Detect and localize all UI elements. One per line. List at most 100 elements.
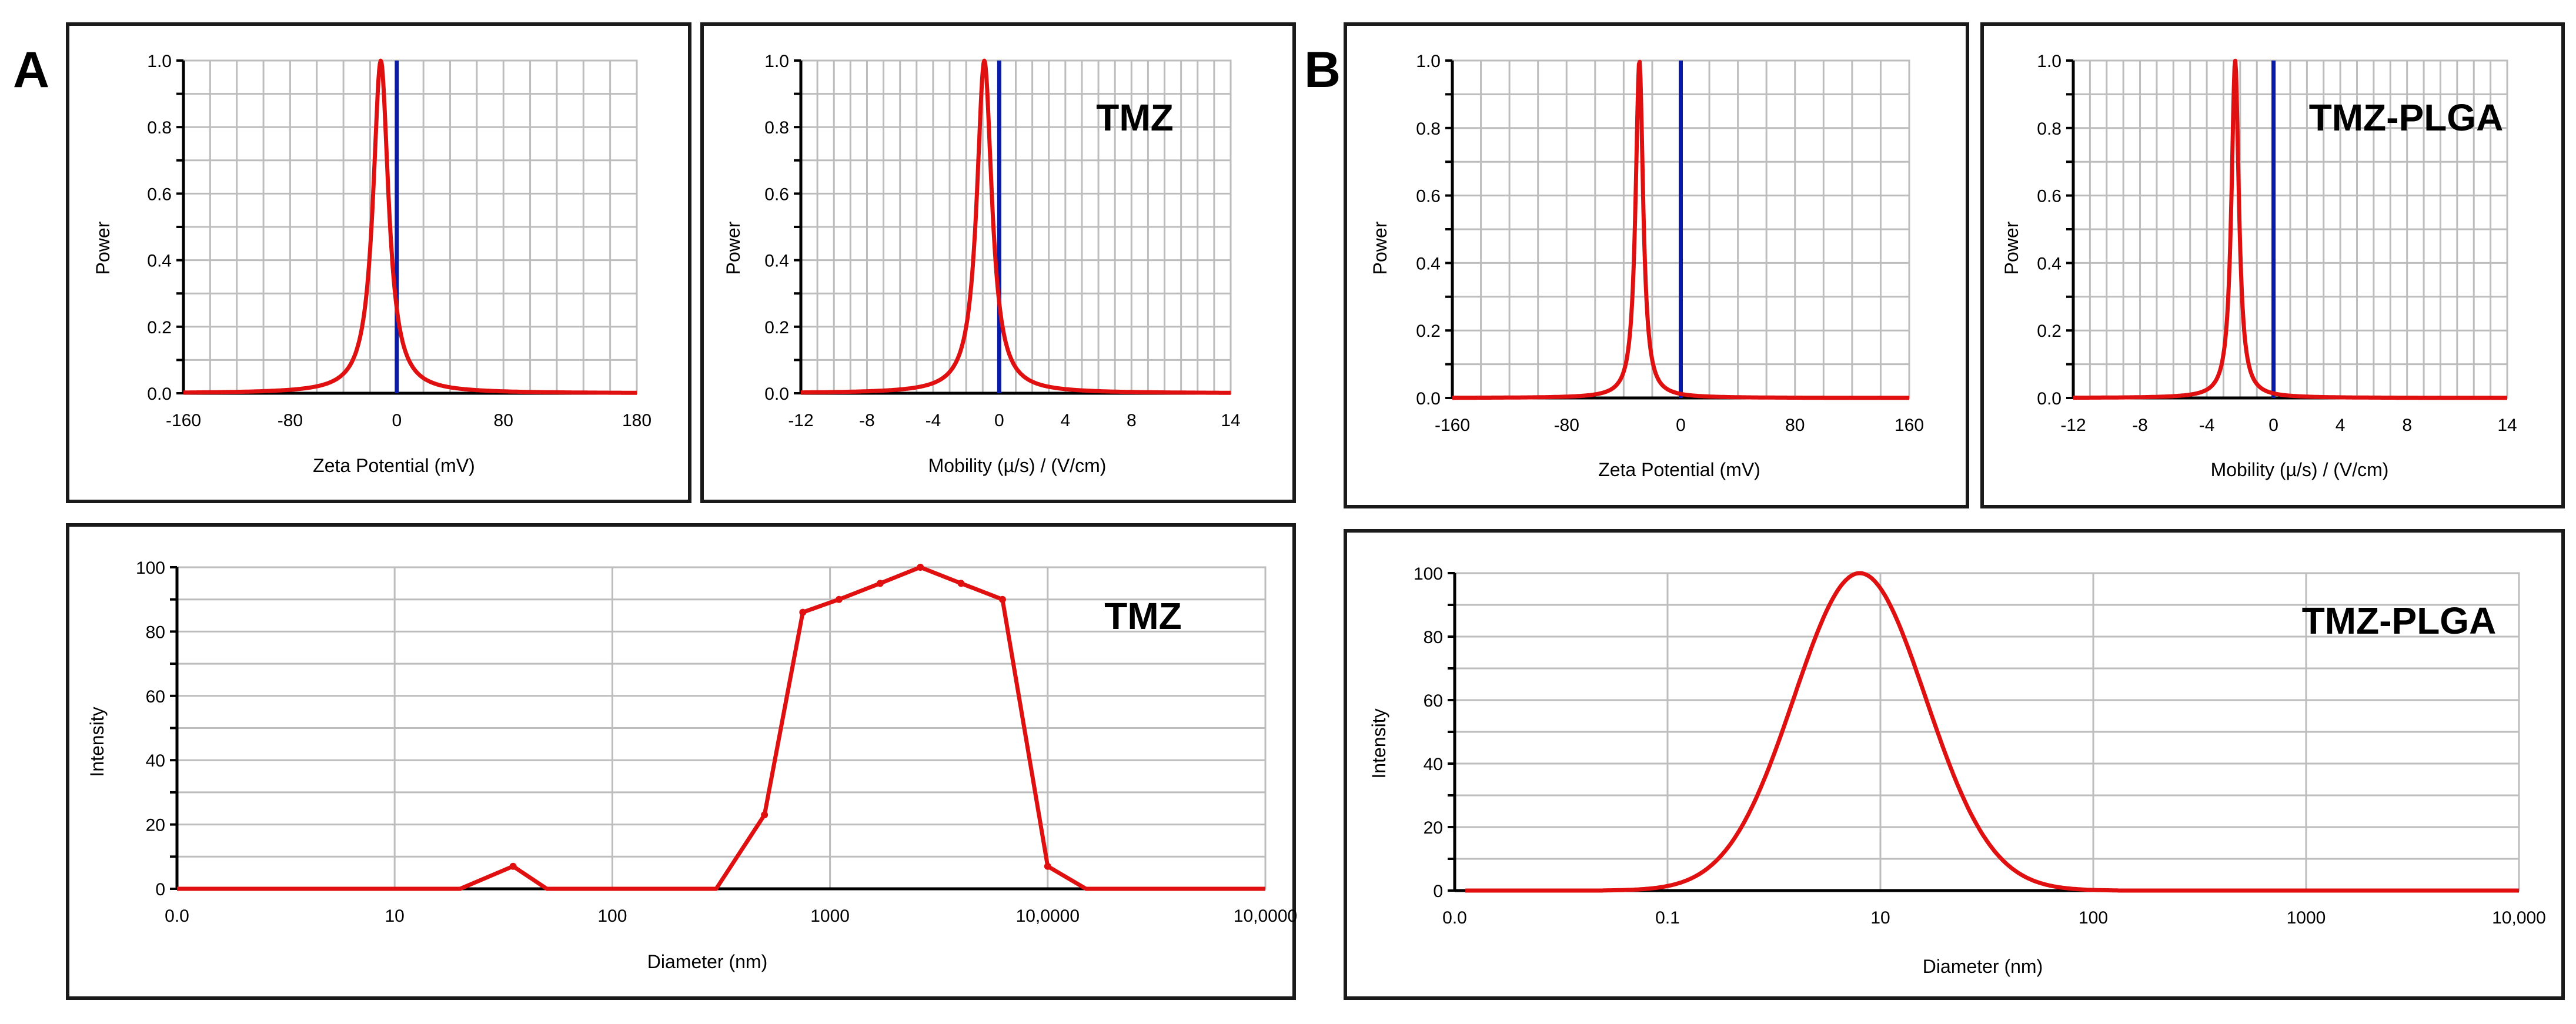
data-point <box>509 862 517 870</box>
x-tick-label: 8 <box>1127 411 1137 430</box>
x-tick-label: 160 <box>1895 416 1924 435</box>
x-tick-label: 1000 <box>2287 908 2326 928</box>
chart-zeta-a: 0.0 0.2 0.4 0.6 0.8 1.0 -160 -80 0 80 180 Zeta Pot… <box>66 22 691 503</box>
plot-area: 0 20 40 60 80 100 0.0 0.1 10 100 1000 10,000 <box>1414 564 2546 928</box>
y-tick-label: 0.2 <box>147 318 172 337</box>
x-tick-label: 0.1 <box>1655 908 1680 928</box>
series-line <box>177 565 1265 891</box>
chart-frame <box>66 523 1296 1000</box>
sample-tag: TMZ <box>1104 595 1182 637</box>
y-tick-label: 60 <box>146 687 165 707</box>
x-tick-label: -8 <box>859 411 875 430</box>
x-tick-label: -160 <box>166 411 201 430</box>
y-tick-label: 0.8 <box>1416 119 1441 139</box>
plot-area: 0.0 0.2 0.4 0.6 0.8 1.0 -160 -80 0 80 160 <box>1416 52 1924 435</box>
y-tick-label: 0.4 <box>147 252 172 271</box>
y-tick-label: 0.8 <box>764 118 789 138</box>
y-axis-label: Power <box>2001 221 2022 275</box>
x-tick-label: 1000 <box>810 906 850 926</box>
y-tick-label: 0.6 <box>147 185 172 204</box>
y-tick-label: 0.4 <box>764 252 789 271</box>
x-axis-label: Zeta Potential (mV) <box>313 455 475 476</box>
plot-area: 0.0 0.2 0.4 0.6 0.8 1.0 -12 -8 -4 0 4 8 14 <box>764 52 1240 430</box>
x-tick-label: -12 <box>788 411 813 430</box>
data-point <box>761 811 769 819</box>
y-tick-label: 0.2 <box>764 318 789 337</box>
chart-size-b: 0 20 40 60 80 100 0.0 0.1 10 100 1000 10,000 TMZ-PL… <box>1344 529 2565 1000</box>
x-tick-label: 8 <box>2402 416 2412 435</box>
x-tick-label: 14 <box>2497 416 2517 435</box>
plot-area: 0.0 0.2 0.4 0.6 0.8 1.0 -160 -80 0 80 180 <box>147 52 651 430</box>
y-tick-label: 100 <box>1414 564 1443 584</box>
x-tick-label: 4 <box>1061 411 1071 430</box>
y-tick-label: 0.6 <box>1416 187 1441 206</box>
y-tick-label: 60 <box>1424 691 1443 711</box>
y-tick-label: 0.6 <box>764 185 789 204</box>
x-tick-label: -12 <box>2060 416 2086 435</box>
y-tick-label: 20 <box>146 816 165 835</box>
y-axis-label: Intensity <box>1368 708 1389 778</box>
x-tick-label: -80 <box>1554 416 1579 435</box>
y-tick-label: 0.0 <box>147 384 172 404</box>
x-axis-label: Diameter (nm) <box>1923 956 2043 977</box>
data-point <box>917 564 924 571</box>
y-axis-label: Intensity <box>86 707 108 777</box>
data-point <box>876 580 884 587</box>
y-tick-label: 1.0 <box>764 52 789 71</box>
sample-tag: TMZ-PLGA <box>2309 96 2504 139</box>
panel-label-a: A <box>13 42 49 98</box>
series-line <box>799 58 1232 395</box>
chart-mobility-a: 0.0 0.2 0.4 0.6 0.8 1.0 -12 -8 -4 0 4 8 14 TMZ Mobil… <box>700 22 1296 503</box>
x-tick-label: 4 <box>2336 416 2346 435</box>
x-tick-label: 0 <box>994 411 1004 430</box>
x-tick-label: 10,000 <box>2492 908 2546 928</box>
x-axis-label: Mobility (µ/s) / (V/cm) <box>928 455 1107 476</box>
data-point <box>799 608 807 616</box>
x-tick-label: 10,0000 <box>1234 906 1297 926</box>
panel-label-b: B <box>1304 42 1341 98</box>
x-tick-label: -80 <box>278 411 303 430</box>
x-tick-label: -4 <box>926 411 941 430</box>
y-tick-label: 0.2 <box>2037 322 2062 341</box>
series-line <box>1465 571 2520 893</box>
x-tick-label: 10 <box>1870 908 1890 928</box>
x-tick-label: 10,0000 <box>1016 906 1080 926</box>
y-tick-label: 0.0 <box>2037 389 2062 409</box>
y-tick-label: 0.0 <box>764 384 789 404</box>
chart-frame <box>1344 22 1969 508</box>
data-point <box>957 580 965 587</box>
y-tick-label: 1.0 <box>2037 52 2062 71</box>
y-tick-label: 1.0 <box>1416 52 1441 71</box>
x-axis-label: Diameter (nm) <box>647 951 767 972</box>
chart-frame <box>700 22 1296 503</box>
y-tick-label: 0.4 <box>2037 254 2062 273</box>
data-point <box>1044 862 1051 870</box>
x-axis-label: Mobility (µ/s) / (V/cm) <box>2211 459 2389 480</box>
x-tick-label: 80 <box>1785 416 1805 435</box>
x-tick-label: -4 <box>2199 416 2215 435</box>
y-tick-label: 0.2 <box>1416 322 1441 341</box>
x-tick-label: 0.0 <box>165 906 189 926</box>
x-tick-label: 0 <box>392 411 402 430</box>
y-tick-label: 0.8 <box>2037 119 2062 139</box>
x-tick-label: 100 <box>597 906 627 926</box>
plot-area: 0 20 40 60 80 100 0.0 10 100 1000 10,0000 10,0000 <box>136 558 1297 926</box>
x-tick-label: 80 <box>494 411 513 430</box>
chart-size-a: 0 20 40 60 80 100 0.0 10 100 1000 10,0000 10,0000 T… <box>66 523 1297 1000</box>
chart-mobility-b: 0.00.20.40.60.81.0-12 -8 -4 0 4 8 14 TMZ-PLGA … <box>1980 22 2565 508</box>
y-tick-label: 0 <box>155 880 165 899</box>
y-tick-label: 80 <box>146 623 165 642</box>
plot-area: 0.0 0.2 0.4 0.6 0.8 1.0 -12 -8 -4 0 4 8 14 <box>2037 52 2517 435</box>
y-tick-label: 80 <box>1424 628 1443 647</box>
data-point <box>835 595 843 603</box>
y-tick-label: 0.6 <box>2037 187 2062 206</box>
chart-frame <box>1344 529 2565 1000</box>
x-tick-label: -160 <box>1435 416 1470 435</box>
x-tick-label: -8 <box>2132 416 2148 435</box>
y-tick-label: 0.4 <box>1416 254 1441 273</box>
y-tick-label: 0 <box>1433 882 1443 901</box>
data-point <box>998 595 1006 603</box>
y-axis-label: Power <box>723 221 744 275</box>
x-tick-label: 100 <box>2079 908 2108 928</box>
